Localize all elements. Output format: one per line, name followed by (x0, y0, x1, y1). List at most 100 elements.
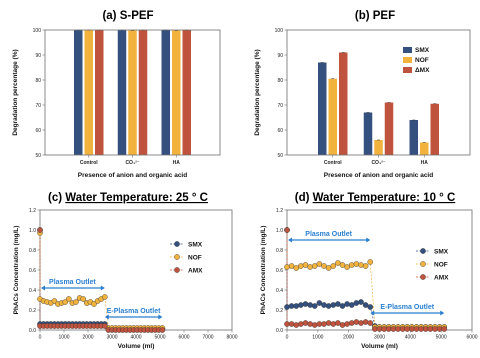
x-tick-label: HA (421, 160, 429, 166)
point-nof (73, 299, 79, 305)
y-tick-label: 60 (277, 128, 283, 134)
legend-label-nof: NOF (415, 57, 429, 64)
panel-title-a: (a) S-PEF (102, 10, 153, 22)
bar-smx-1 (363, 112, 373, 155)
point-nof (311, 263, 318, 269)
point-nof (80, 296, 86, 302)
point-nof (66, 296, 72, 302)
legend-c: SMX NOF AMX (170, 241, 203, 274)
point-smx (298, 302, 304, 308)
x-tick-label: 3000 (106, 335, 117, 341)
point-smx (367, 304, 374, 310)
panel-letter: (a) (102, 10, 119, 22)
point-amx (102, 323, 108, 329)
legend-label-smx: SMX (434, 248, 449, 255)
bar-nof-0 (328, 78, 337, 155)
point-amx (284, 321, 290, 327)
point-amx (293, 322, 300, 328)
point-nof (302, 262, 309, 268)
legend-label-amx: AMX (434, 274, 449, 281)
y-tick-label: 50 (35, 153, 41, 159)
panel-letter: (d) (295, 192, 313, 204)
legend-label-nof: NOF (434, 261, 448, 268)
y-tick-label: 0.2 (29, 308, 36, 314)
bar-smx-1 (117, 30, 127, 155)
legend-marker-smx (174, 241, 180, 247)
point-amx (418, 326, 424, 332)
point-nof (335, 260, 341, 266)
x-axis-title: Presence of anion and organic acid (78, 172, 187, 179)
legend-marker-amx (420, 274, 426, 280)
y-tick-label: 0.8 (29, 248, 36, 254)
y-tick-label: 100 (33, 28, 42, 34)
point-amx (344, 321, 350, 327)
x-tick-label: 5000 (154, 335, 165, 341)
bar-nof-0 (84, 30, 93, 155)
point-amx (316, 321, 323, 327)
x-tick-label: HA (173, 160, 181, 166)
y-axis-title: PhACs Concentration (mg/L) (260, 226, 267, 315)
point-amx (404, 326, 411, 332)
point-nof (330, 263, 337, 269)
y-axis-title: Degradation percentage (%) (254, 49, 261, 135)
bar-amx-0 (339, 52, 348, 155)
y-tick-label: 0.4 (29, 288, 36, 294)
point-amx (395, 326, 401, 332)
x-tick-label: 5000 (436, 335, 447, 341)
y-tick-label: 0.2 (276, 308, 283, 314)
x-tick-label: 2000 (82, 335, 93, 341)
point-nof (91, 301, 97, 307)
point-nof (51, 298, 58, 304)
legend-marker-amx (174, 267, 180, 273)
point-smx (307, 302, 313, 308)
x-tick-label: 1000 (312, 335, 323, 341)
panel-letter: (b) (355, 10, 373, 22)
point-smx (330, 302, 337, 308)
point-smx (302, 301, 309, 307)
legend-label-smx: SMX (415, 47, 430, 54)
y-axis-title: PhACs Concentration (mg/L) (13, 226, 20, 315)
legend-swatch-smx (403, 47, 412, 53)
point-amx (339, 322, 346, 328)
y-tick-label: 1.0 (29, 228, 36, 234)
bar-smx-0 (318, 62, 327, 155)
arrow-head-right (366, 237, 371, 243)
y-axis-title: Degradation percentage (%) (12, 49, 19, 135)
arrow-head-left (288, 237, 292, 243)
point-amx (325, 320, 332, 326)
point-smx (353, 300, 360, 306)
point-smx (335, 301, 341, 307)
point-nof (307, 264, 313, 270)
bar-nof-2 (420, 142, 429, 155)
bar-amx-2 (182, 30, 191, 155)
point-amx (358, 320, 364, 326)
y-tick-label: 0.8 (276, 248, 283, 254)
y-tick-label: 0.6 (276, 268, 283, 274)
legend-label-amx: AMX (188, 267, 203, 274)
point-smx (348, 302, 355, 308)
e-plasma-outlet-arrow (370, 310, 445, 316)
point-amx (307, 321, 313, 327)
plasma-outlet-label: Plasma Outlet (305, 231, 352, 238)
y-tick-label: 0.4 (276, 288, 283, 294)
point-nof (293, 265, 300, 271)
x-tick-label: 1000 (58, 335, 69, 341)
bar-amx-0 (95, 30, 104, 155)
x-tick-label: 4000 (405, 335, 416, 341)
legend-label-smx: SMX (188, 241, 203, 248)
point-amx (321, 321, 327, 327)
point-nof (62, 299, 68, 305)
plot-frame-d (286, 209, 473, 331)
plot-frame-a (44, 29, 221, 156)
point-amx (298, 321, 304, 327)
plasma-outlet-arrow (41, 285, 105, 291)
point-nof (288, 263, 295, 269)
arrow-head-left (370, 310, 375, 316)
point-smx (284, 304, 290, 310)
legend-swatch-nof (403, 57, 412, 63)
e-plasma-outlet-label: E-Plasma Outlet (380, 304, 434, 311)
plasma-outlet-label: Plasma Outlet (49, 279, 96, 286)
point-amx (159, 327, 166, 333)
point-smx (321, 302, 327, 308)
point-amx (432, 326, 438, 332)
